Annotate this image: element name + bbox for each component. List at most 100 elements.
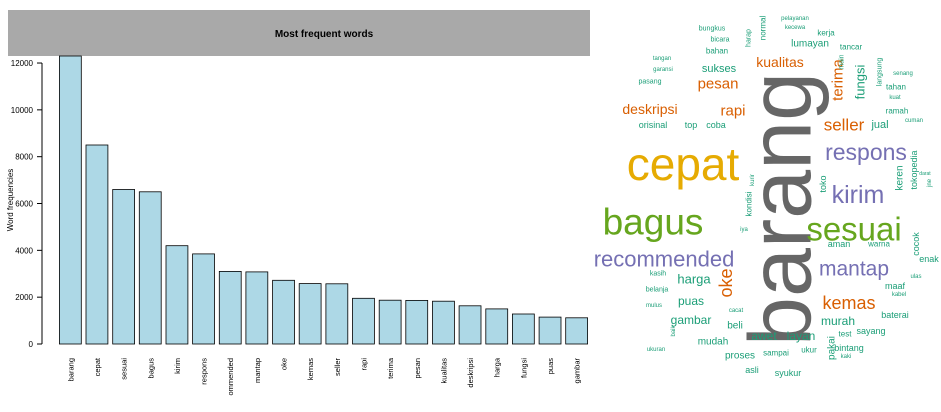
word-cloud-word: tahan [886,83,906,92]
bar [59,55,82,345]
word-cloud-word: baik [671,325,677,337]
word-cloud-word: terima [830,59,847,101]
word-cloud-word: kurir [750,174,756,186]
word-cloud-word: recommended [594,247,735,272]
bar [565,317,589,345]
x-tick-label: pesan [413,358,422,378]
word-cloud-word: baterai [881,310,909,320]
bar [218,270,242,345]
word-cloud-word: jne [927,178,933,188]
bar [192,253,215,345]
y-tick-label: 8000 [15,153,33,162]
word-cloud-word: kaki [841,354,852,360]
y-axis-label: Word frequencies [6,169,15,232]
word-cloud-word: garansi [653,67,673,73]
word-cloud-word: mulus [646,303,662,309]
x-tick-label: deskripsi [466,358,475,388]
word-cloud-word: cacat [729,308,744,314]
word-cloud-word: sukses [702,63,737,75]
bar [432,300,455,345]
word-cloud-word: gambar [671,313,712,327]
word-cloud-word: kabel [892,292,906,298]
word-cloud-word: harap [746,29,753,47]
bar [458,305,482,345]
x-tick-label: barang [66,358,75,381]
x-tick-label: respons [200,358,209,385]
word-cloud-word: mantap [819,258,889,281]
word-cloud-word: aman [828,239,851,249]
x-tick-label: bagus [146,358,155,379]
word-cloud-word: keren [895,165,906,190]
word-cloud-word: enak [919,254,939,264]
x-tick-label: gambar [573,358,582,384]
word-cloud-word: coba [706,120,726,130]
bar [512,313,535,345]
word-cloud-word: sesuai [806,211,901,248]
y-tick-label: 12000 [11,59,34,68]
y-tick-label: 6000 [15,200,33,209]
word-cloud-word: oke [716,268,736,297]
word-cloud-word: beli [727,321,743,332]
word-cloud-word: pakai [827,336,838,360]
word-cloud-word: sampai [763,349,789,358]
x-tick-label: kemas [306,358,315,380]
word-cloud-word: barang [731,72,830,346]
chart-title: Most frequent words [275,29,374,40]
word-cloud-word: seller [824,116,865,135]
word-cloud-word: murah [821,314,855,328]
word-cloud-word: jual [870,119,888,131]
bar [165,245,189,345]
x-tick-label: mantap [253,358,262,383]
bar [298,283,322,345]
bar [352,297,375,345]
y-tick-label: 2000 [15,293,33,302]
word-cloud-word: proses [725,351,755,362]
word-cloud-word: pasang [639,79,662,86]
word-cloud-word: tangan [653,56,671,62]
word-cloud-word: belanja [646,287,669,294]
word-cloud-word: ukuran [647,347,665,353]
word-cloud-word: toko [818,175,828,192]
y-tick-label: 4000 [15,246,33,255]
y-tick-label: 0 [29,340,34,349]
bar [538,316,562,345]
word-cloud-word: tokopedia [909,150,919,189]
x-tick-label: cepat [93,357,102,376]
word-cloud-word: ramah [886,107,909,116]
word-cloud-word: lumayan [791,39,829,50]
word-cloud-word: kualitas [756,54,803,70]
word-cloud-word: test [839,330,853,339]
x-tick-label: fungsi [519,358,528,378]
word-cloud-word: mudah [698,337,729,348]
word-cloud-word: kirim [832,181,885,209]
word-cloud-word: kondisi [745,191,754,216]
y-tick-label: 10000 [11,106,34,115]
word-cloud-word: fungsi [853,65,868,100]
x-tick-label: puas [546,358,555,375]
word-cloud-word: normal [759,16,768,41]
x-tick-label: kirim [173,358,182,374]
word-cloud-word: kasih [650,271,666,278]
x-tick-label: harga [493,357,502,377]
word-cloud-word: puas [678,294,704,308]
word-cloud-word: pelayanan [781,16,809,22]
word-cloud-word: ukur [801,346,817,355]
bar-chart-panel: Most frequent words 0 2000 4000 6000 8000 1000… [6,10,590,396]
bar [325,283,349,345]
x-tick-label: terima [386,357,395,379]
word-cloud-word: cuman [905,118,923,124]
word-cloud-word: pesan [698,76,739,93]
word-cloud-word: rapi [720,103,745,120]
bar [485,308,509,345]
word-cloud-panel: barang cepat sesuai bagus kirim respons recomm… [590,0,941,407]
x-tick-label: rapi [360,358,369,371]
bar [405,299,429,345]
bar [138,191,162,345]
x-tick-label: kualitas [439,358,448,384]
word-cloud-word: kuat [889,95,901,101]
word-cloud-word: kecewa [785,25,806,31]
word-cloud-word: awet [751,329,777,343]
word-cloud-word: langsung [877,58,884,87]
word-cloud-word: cocok [911,232,921,256]
